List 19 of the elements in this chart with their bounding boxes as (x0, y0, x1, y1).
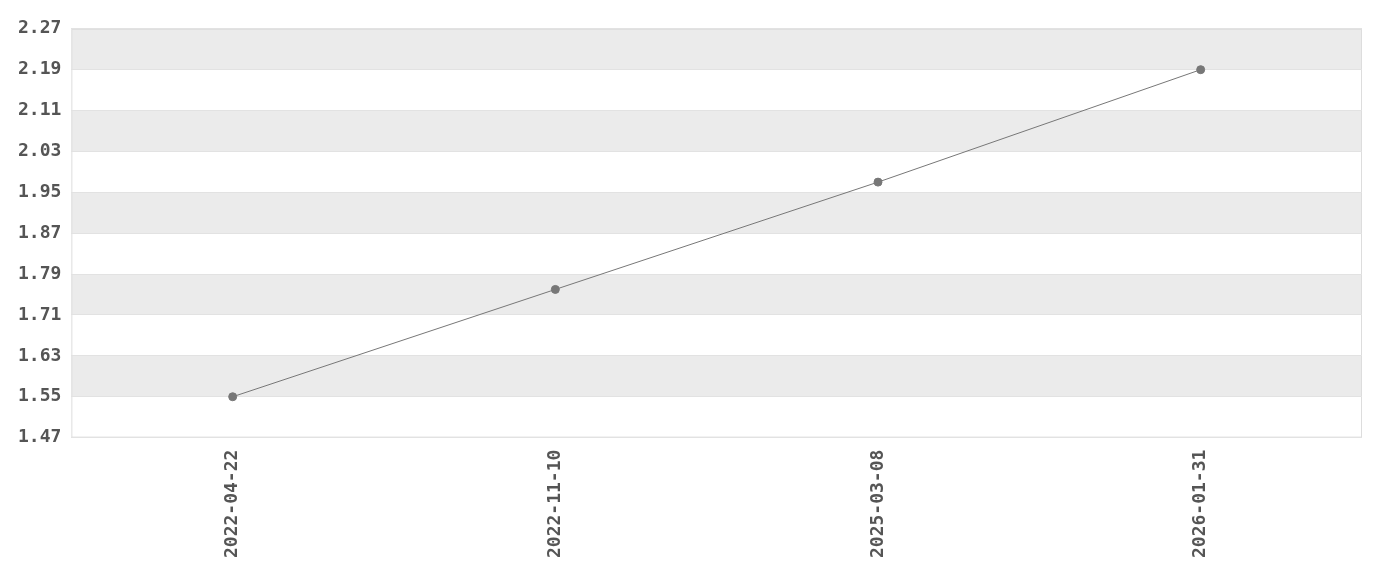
y-tick-label: 1.55 (17, 384, 62, 406)
y-tick-label: 1.63 (17, 343, 62, 365)
y-tick-label: 1.87 (17, 220, 62, 242)
x-tick-label: 2022-04-22 (220, 449, 242, 559)
point (1196, 65, 1206, 75)
y-tick-label: 2.19 (17, 57, 62, 79)
y-tick-label: 1.95 (17, 180, 62, 201)
y-tick-label: 2.11 (17, 98, 62, 120)
point (228, 392, 238, 402)
y-tick-label: 2.03 (17, 139, 62, 161)
y-tick-label: 1.71 (17, 302, 62, 324)
y-tick-label: 1.47 (17, 425, 62, 447)
point (550, 284, 560, 294)
y-tick-label: 2.27 (17, 16, 62, 38)
point (873, 177, 883, 187)
y-tick-label: 1.79 (17, 261, 62, 283)
x-tick-label: 2025-03-08 (865, 449, 887, 559)
x-tick-label: 2026-01-31 (1188, 449, 1210, 559)
x-tick-label: 2022-11-10 (543, 449, 565, 559)
